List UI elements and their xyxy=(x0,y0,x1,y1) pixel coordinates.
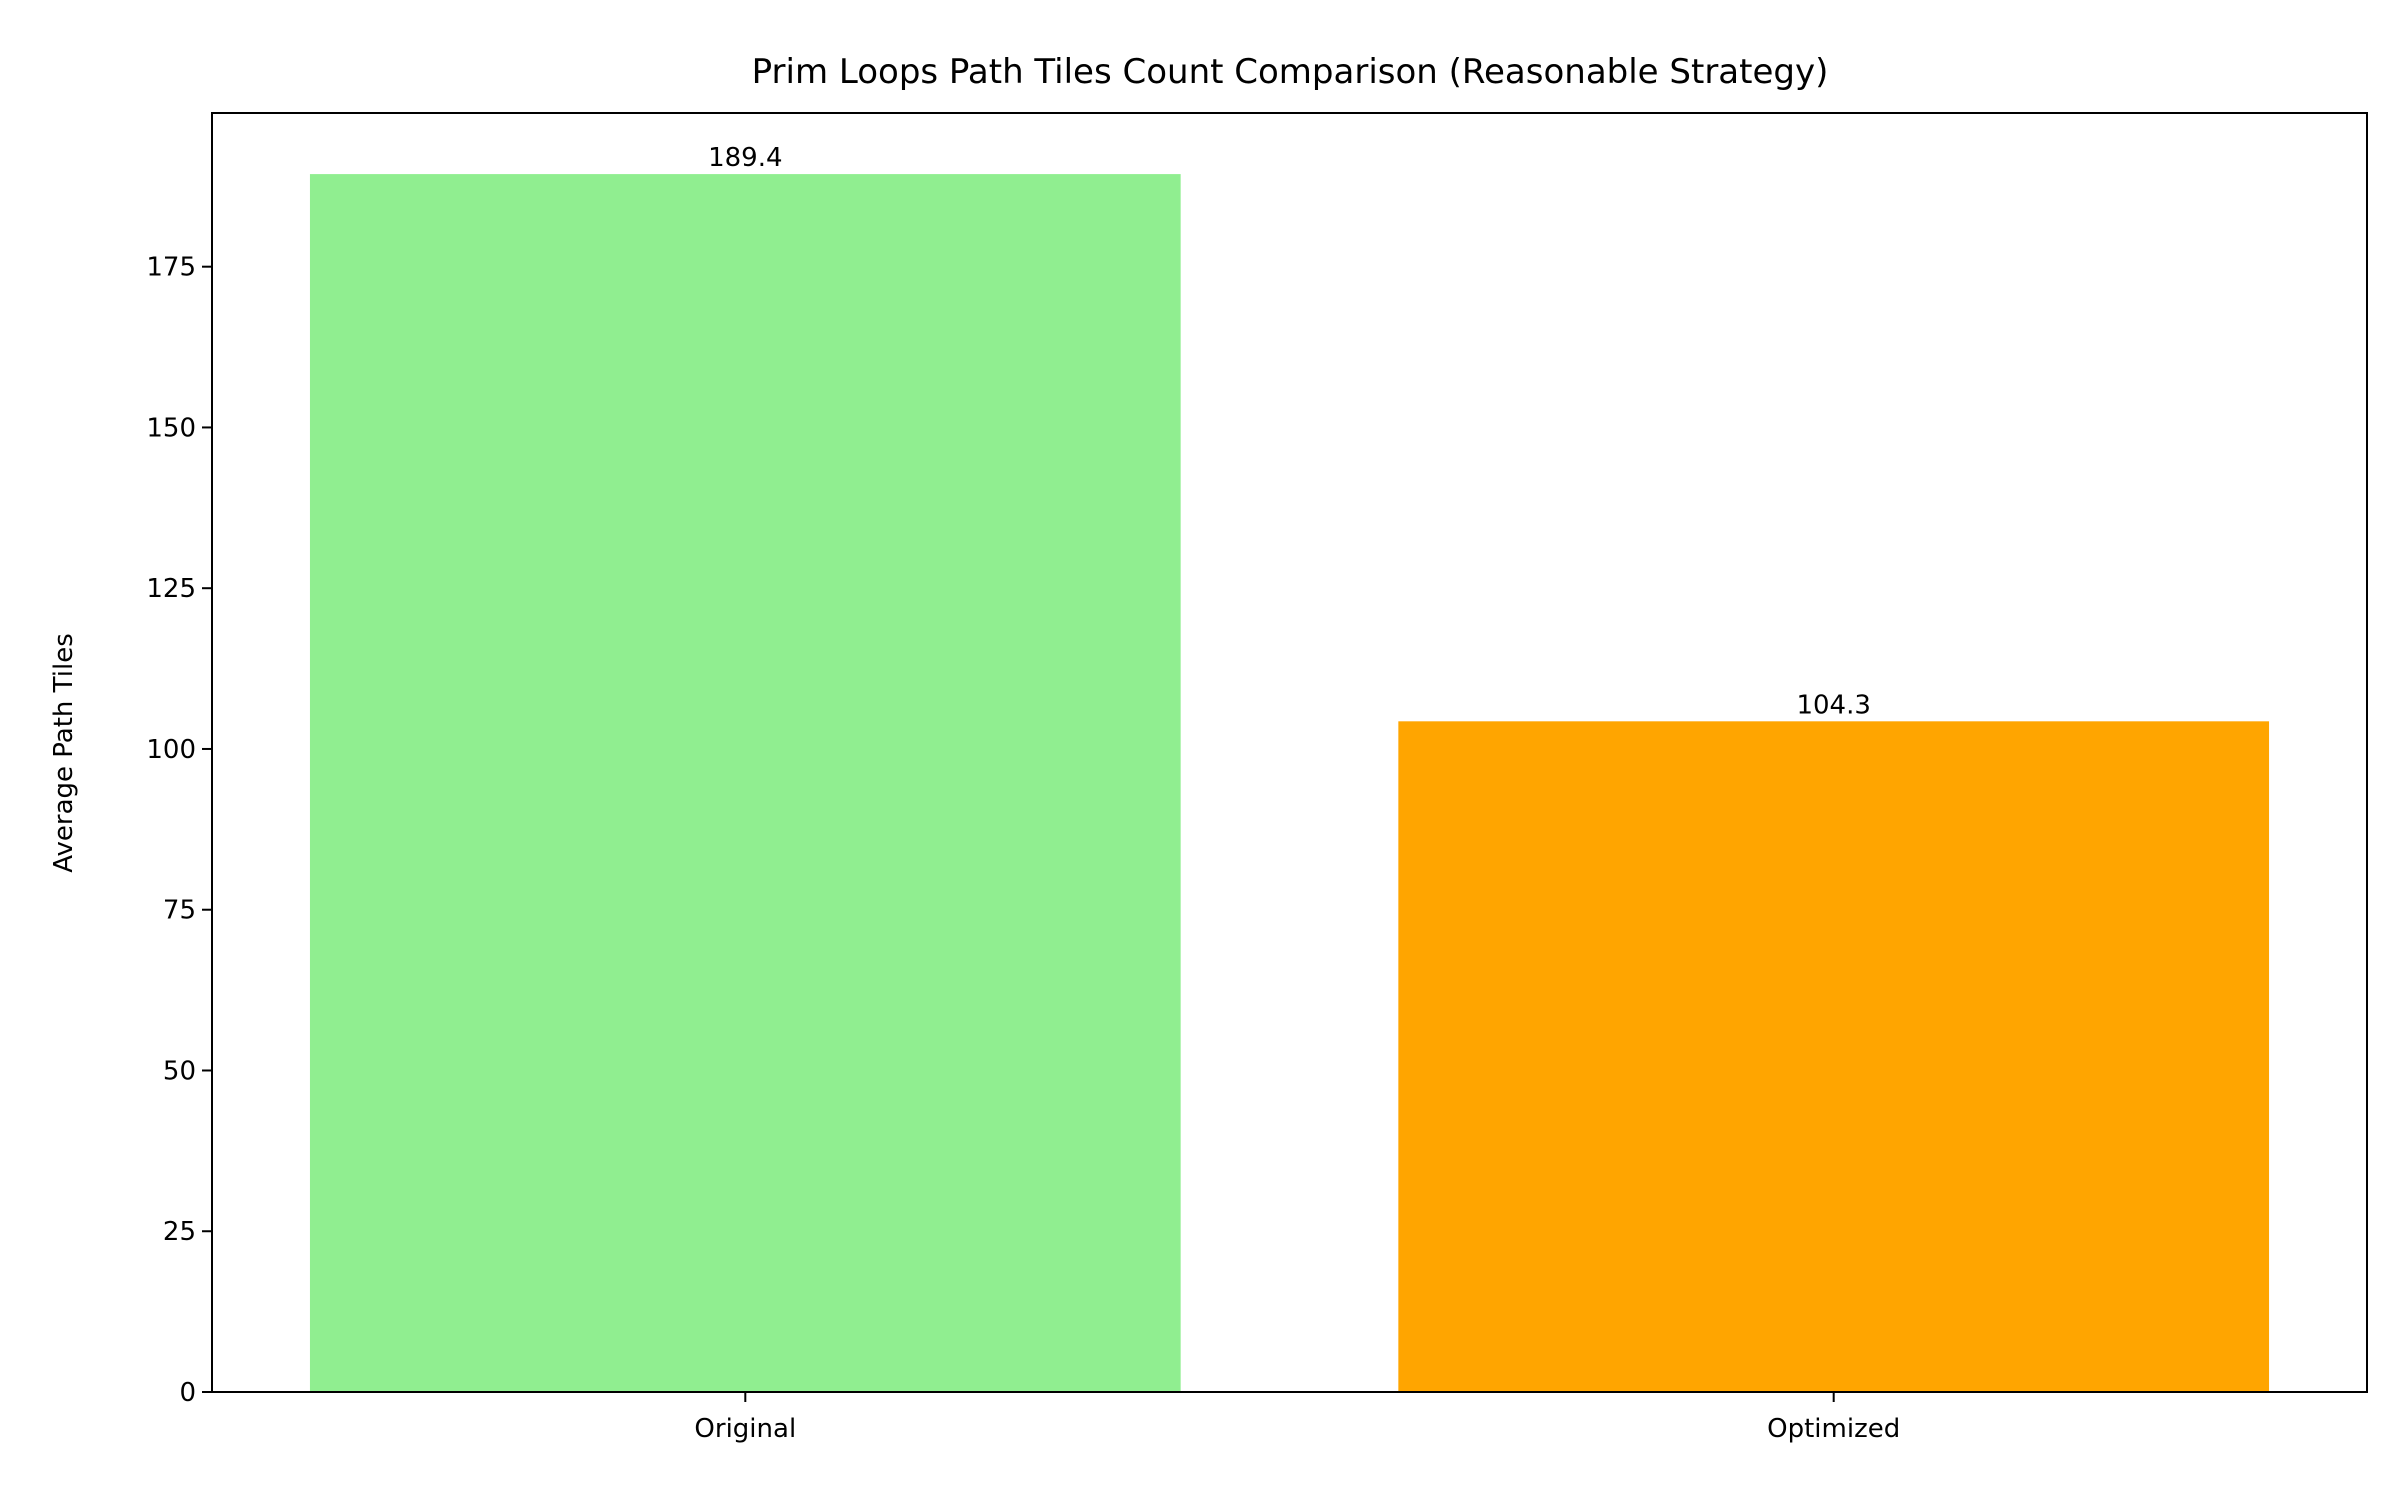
y-tick-label: 50 xyxy=(163,1056,196,1086)
x-tick-label-original: Original xyxy=(694,1414,796,1444)
y-tick-label: 175 xyxy=(146,253,196,283)
y-tick-label: 150 xyxy=(146,413,196,443)
bars-group: 189.4 104.3 xyxy=(309,143,2270,1392)
y-tick-label: 25 xyxy=(163,1217,196,1247)
plot-frame xyxy=(211,112,2368,1393)
y-tick-label: 0 xyxy=(179,1378,196,1408)
bar-original xyxy=(309,174,1181,1392)
y-tick-label: 125 xyxy=(146,574,196,604)
x-axis-ticks: Original Optimized xyxy=(694,1392,1900,1444)
data-label-original: 189.4 xyxy=(708,143,782,173)
chart-title: Prim Loops Path Tiles Count Comparison (… xyxy=(752,52,1829,92)
y-tick-label: 75 xyxy=(163,896,196,926)
y-axis-ticks: 0 25 50 75 100 125 150 175 xyxy=(146,253,212,1408)
x-tick-label-optimized: Optimized xyxy=(1767,1414,1900,1444)
data-label-optimized: 104.3 xyxy=(1796,690,1870,720)
y-tick-label: 100 xyxy=(146,735,196,765)
bar-optimized xyxy=(1398,721,2270,1392)
y-axis-label: Average Path Tiles xyxy=(49,633,79,872)
